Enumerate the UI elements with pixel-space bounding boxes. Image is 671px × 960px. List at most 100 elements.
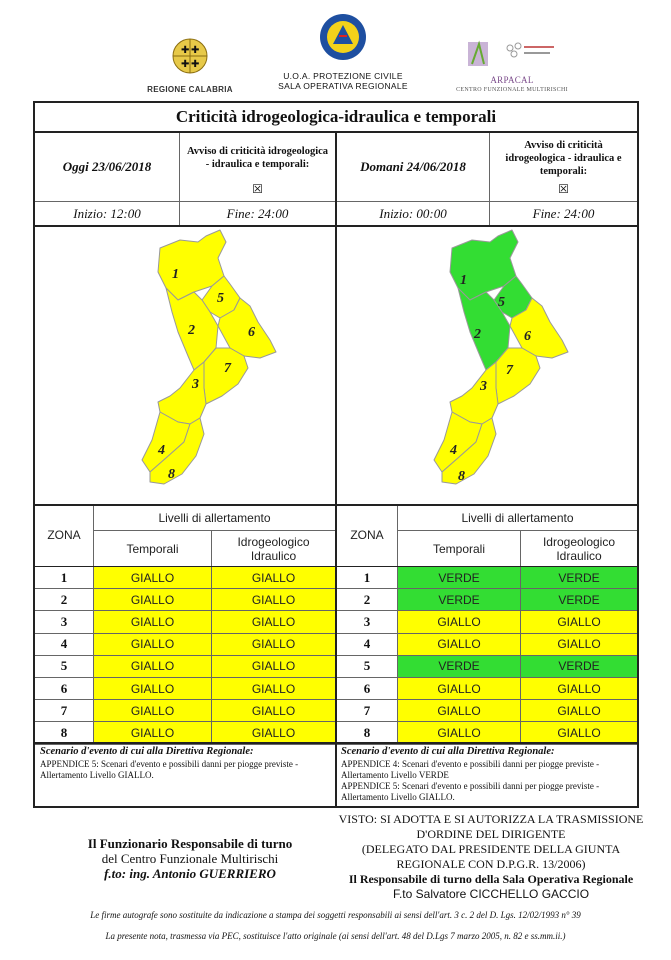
legal-note-1: Le firme autografe sono sostituite da in… xyxy=(90,910,581,920)
today-row-temporali: GIALLO xyxy=(94,589,211,611)
tomorrow-row-zona: 1 xyxy=(363,569,371,585)
today-row-temporali: GIALLO xyxy=(94,700,211,722)
today-row-idro: GIALLO xyxy=(212,655,335,677)
table-row-divider xyxy=(337,677,637,678)
today-zone-label-8: 8 xyxy=(168,467,175,482)
left-signature-line1: Il Funzionario Responsabile di turno xyxy=(87,836,293,851)
tomorrow-inizio: Inizio: 00:00 xyxy=(379,205,447,221)
right-signature-line6: F.to Salvatore CICCHELLO GACCIO xyxy=(392,887,590,901)
today-zone-8 xyxy=(149,417,205,485)
tomorrow-row-zona: 3 xyxy=(363,613,371,629)
regione-calabria-emblem-icon: ✚ ✚ ✚ ✚ xyxy=(172,38,208,74)
table-row-divider xyxy=(337,654,637,656)
svg-text:✚: ✚ xyxy=(181,59,189,70)
tomorrow-zone-label-2: 2 xyxy=(473,327,481,342)
right-signature-line5: Il Responsabile di turno della Sala Oper… xyxy=(348,872,634,886)
today-row-zona: 7 xyxy=(60,702,68,718)
today-zone-label-4: 4 xyxy=(157,443,165,458)
today-row-zona: 1 xyxy=(60,569,68,585)
arpacal-logo: ARPACAL CENTRO FUNZIONALE MULTIRISCHI xyxy=(452,38,572,94)
today-row-idro: GIALLO xyxy=(212,722,335,744)
today-row-temporali: GIALLO xyxy=(94,722,211,744)
left-signature-line2: del Centro Funzionale Multirischi xyxy=(101,851,279,866)
right-signature-line2: D'ORDINE DEL DIRIGENTE xyxy=(416,827,566,841)
regione-calabria-text: REGIONE CALABRIA xyxy=(147,85,233,94)
left-signature-line3: f.to: ing. Antonio GUERRIERO xyxy=(104,866,276,881)
today-row-temporali: GIALLO xyxy=(94,611,211,633)
today-temporali-header: Temporali xyxy=(126,541,179,556)
tomorrow-row-zona: 2 xyxy=(363,591,371,607)
today-scenario: Scenario d'evento di cui alla Direttiva … xyxy=(40,746,332,781)
today-row-temporali: GIALLO xyxy=(94,655,211,677)
tomorrow-row-idro: GIALLO xyxy=(521,633,637,655)
tomorrow-livelli-header: Livelli di allertamento xyxy=(461,511,574,525)
table-row-divider xyxy=(35,743,335,745)
tomorrow-row-idro: VERDE xyxy=(521,589,637,611)
tomorrow-zone-label-1: 1 xyxy=(460,273,467,288)
tomorrow-scenario-text-2: APPENDICE 5: Scenari d'evento e possibil… xyxy=(341,781,600,802)
tomorrow-zone-8 xyxy=(441,417,497,485)
table-row-divider xyxy=(35,699,335,701)
center-line1: U.O.A. PROTEZIONE CIVILE xyxy=(283,71,403,81)
today-row-idro: GIALLO xyxy=(212,700,335,722)
page-title: Criticità idrogeologica-idraulica e temp… xyxy=(175,107,497,126)
today-idro-header: Idrogeologico Idraulico xyxy=(237,534,310,563)
right-signature-line4: REGIONALE CON D.P.G.R. 13/2006) xyxy=(396,857,586,871)
today-zone-label-2: 2 xyxy=(187,323,195,338)
tomorrow-row-idro: VERDE xyxy=(521,655,637,677)
tomorrow-idro-header: Idrogeologico Idraulico xyxy=(542,534,616,563)
tomorrow-zone-6 xyxy=(509,297,569,359)
tomorrow-row-temporali: GIALLO xyxy=(398,700,520,722)
today-row-zona: 6 xyxy=(60,680,68,696)
today-zone-7 xyxy=(203,347,249,405)
today-row-temporali: GIALLO xyxy=(94,678,211,700)
table-row-divider xyxy=(35,721,335,723)
tomorrow-scenario: Scenario d'evento di cui alla Direttiva … xyxy=(341,746,635,803)
tomorrow-row-temporali: VERDE xyxy=(398,655,520,677)
today-row-idro: GIALLO xyxy=(212,589,335,611)
tomorrow-row-temporali: GIALLO xyxy=(398,678,520,700)
today-zone-6 xyxy=(217,297,277,359)
today-livelli-header: Livelli di allertamento xyxy=(158,511,271,525)
table-row-divider xyxy=(337,721,637,723)
today-row-zona: 2 xyxy=(60,591,68,607)
regione-calabria-logo: ✚ ✚ ✚ ✚ REGIONE CALABRIA xyxy=(140,36,240,94)
today-zone-label-1: 1 xyxy=(172,267,179,282)
tomorrow-zone-label-7: 7 xyxy=(506,363,514,378)
left-signature-block: Il Funzionario Responsabile di turno del… xyxy=(40,836,340,881)
tomorrow-fine: Fine: 24:00 xyxy=(532,205,595,221)
today-row-zona: 5 xyxy=(60,658,68,674)
tomorrow-zona-header: ZONA xyxy=(350,528,384,542)
today-zone-label-7: 7 xyxy=(224,361,232,376)
today-map: 1 2 3 4 5 6 7 8 xyxy=(141,229,277,485)
today-row-zona: 3 xyxy=(60,613,68,629)
today-fine: Fine: 24:00 xyxy=(226,205,289,221)
today-zone-label-6: 6 xyxy=(248,325,255,340)
today-row-idro: GIALLO xyxy=(212,678,335,700)
bulletin-frame xyxy=(33,101,639,808)
tomorrow-row-zona: 8 xyxy=(363,724,371,740)
today-row-idro: GIALLO xyxy=(212,567,335,589)
protezione-civile-emblem-icon xyxy=(320,14,366,60)
table-row-divider xyxy=(337,743,637,745)
tomorrow-zone-label-3: 3 xyxy=(479,379,487,394)
table-row-divider xyxy=(337,588,637,590)
svg-text:✚: ✚ xyxy=(181,45,189,56)
table-row-divider xyxy=(35,632,335,634)
arpacal-name: ARPACAL xyxy=(490,75,534,85)
tomorrow-row-temporali: GIALLO xyxy=(398,611,520,633)
today-checkbox-icon: ☒ xyxy=(252,181,263,196)
today-row-zona: 4 xyxy=(60,636,68,652)
tomorrow-row-idro: GIALLO xyxy=(521,611,637,633)
table-row-divider xyxy=(35,610,335,612)
tomorrow-zone-label-5: 5 xyxy=(498,295,505,310)
today-inizio: Inizio: 12:00 xyxy=(73,205,141,221)
today-zone-label-3: 3 xyxy=(191,377,199,392)
tomorrow-date-label: Domani 24/06/2018 xyxy=(360,159,466,174)
today-zone-label-5: 5 xyxy=(217,291,224,306)
table-row-divider xyxy=(337,632,637,634)
tomorrow-zone-label-6: 6 xyxy=(524,329,531,344)
today-avviso: Avviso di criticità idrogeologica - idra… xyxy=(186,146,329,170)
svg-text:✚: ✚ xyxy=(191,45,199,56)
today-zona-header: ZONA xyxy=(47,528,81,542)
